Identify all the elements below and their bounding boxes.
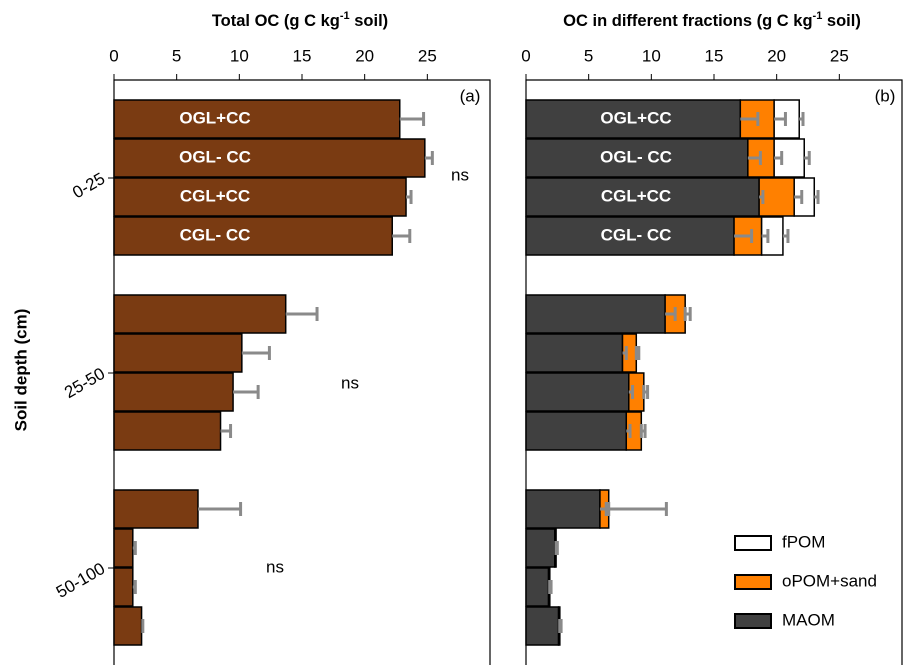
category-label: CGL+CC	[180, 186, 250, 205]
x-tick-label: 0	[109, 46, 118, 65]
x-tick-label: 25	[418, 46, 437, 65]
group-label: 25-50	[61, 364, 108, 402]
error-bar	[774, 151, 784, 165]
x-tick-label: 0	[521, 46, 530, 65]
error-bar	[424, 151, 434, 165]
category-label: OGL- CC	[600, 147, 672, 166]
x-tick-label: 5	[584, 46, 593, 65]
bar-segment	[758, 177, 795, 217]
title-part: -1	[813, 10, 823, 22]
bar	[113, 216, 393, 256]
error-bar	[233, 385, 260, 399]
title-part: Total OC (g C kg	[212, 12, 340, 30]
bar	[113, 528, 134, 568]
bar	[113, 372, 234, 412]
bar	[113, 177, 407, 217]
annotation: ns	[266, 557, 284, 576]
error-bar	[241, 346, 271, 360]
error-bar	[626, 424, 632, 438]
axis-title: OC in different fractions (g C kg-1 soil…	[563, 10, 861, 30]
error-bar	[628, 385, 635, 399]
error-bar	[132, 580, 137, 594]
error-bar	[794, 190, 804, 204]
x-tick-label: 15	[293, 46, 312, 65]
bar-segment	[525, 372, 630, 412]
panel-label: (a)	[460, 86, 481, 105]
error-bar	[665, 307, 677, 321]
panel-label: (b)	[875, 86, 896, 105]
title-part: soil)	[822, 12, 861, 30]
category-label: OGL+CC	[179, 108, 250, 127]
bar-segment	[525, 138, 749, 178]
category-label: CGL- CC	[180, 225, 251, 244]
error-bar	[141, 619, 145, 633]
bar	[113, 99, 401, 139]
axis-title: Total OC (g C kg-1 soil)	[212, 10, 388, 30]
category-label: CGL- CC	[601, 225, 672, 244]
error-bar	[622, 346, 628, 360]
error-bar	[285, 307, 319, 321]
error-bar	[608, 502, 668, 516]
title-part: -1	[340, 10, 350, 22]
bar-segment	[525, 99, 742, 139]
error-bar	[747, 151, 762, 165]
category-label: OGL+CC	[600, 108, 671, 127]
bar	[113, 138, 426, 178]
legend-label: fPOM	[782, 532, 825, 551]
group-label: 50-100	[53, 559, 108, 602]
bar	[113, 294, 287, 334]
bar	[113, 567, 134, 607]
error-bar	[740, 112, 760, 126]
bar-segment	[525, 528, 556, 568]
error-bar	[132, 541, 137, 555]
bar	[113, 489, 199, 529]
bar	[113, 606, 143, 646]
legend-swatch	[734, 574, 772, 590]
bar-segment	[525, 333, 624, 373]
x-tick-label: 10	[642, 46, 661, 65]
x-tick-label: 25	[830, 46, 849, 65]
x-tick-label: 20	[767, 46, 786, 65]
legend-label: MAOM	[782, 610, 835, 629]
x-tick-label: 10	[230, 46, 249, 65]
bar	[113, 333, 243, 373]
x-tick-label: 5	[172, 46, 181, 65]
annotation: ns	[341, 373, 359, 392]
bar-segment	[525, 606, 560, 646]
group-label: 0-25	[69, 169, 108, 202]
error-bar	[774, 112, 787, 126]
bar-segment	[525, 216, 735, 256]
legend-label: oPOM+sand	[782, 571, 877, 590]
error-bar	[759, 190, 765, 204]
error-bar	[814, 190, 820, 204]
title-part: soil)	[350, 12, 389, 30]
bar	[113, 411, 222, 451]
title-part: OC in different fractions (g C kg	[563, 12, 812, 30]
bar-segment	[525, 294, 666, 334]
bar-segment	[525, 177, 760, 217]
annotation: ns	[451, 165, 469, 184]
error-bar	[761, 229, 770, 243]
error-bar	[782, 229, 790, 243]
legend-swatch	[734, 613, 772, 629]
error-bar	[392, 229, 412, 243]
error-bar	[197, 502, 243, 516]
legend-swatch	[734, 535, 772, 551]
x-tick-label: 15	[705, 46, 724, 65]
error-bar	[734, 229, 754, 243]
error-bar	[799, 112, 805, 126]
error-bar	[399, 112, 426, 126]
category-label: OGL- CC	[179, 147, 251, 166]
x-tick-label: 20	[355, 46, 374, 65]
error-bar	[804, 151, 811, 165]
category-label: CGL+CC	[601, 186, 671, 205]
y-axis-label: Soil depth (cm)	[11, 309, 30, 432]
bar-segment	[525, 489, 601, 529]
error-bar	[599, 502, 608, 516]
bar-segment	[525, 411, 628, 451]
bar-segment	[525, 567, 550, 607]
error-bar	[220, 424, 233, 438]
error-bar	[406, 190, 413, 204]
